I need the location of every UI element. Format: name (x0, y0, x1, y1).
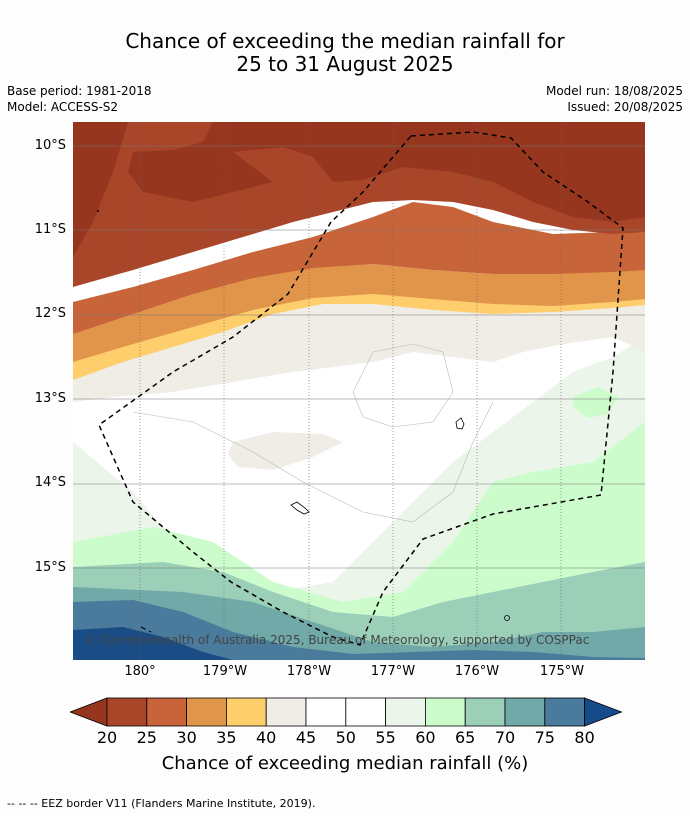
colorbar-tick-label: 50 (335, 728, 356, 747)
meta-right: Model run: 18/08/2025 Issued: 20/08/2025 (546, 83, 683, 115)
band-75-80 (73, 600, 645, 660)
forecast-map (73, 122, 645, 660)
colorbar-svg (68, 697, 623, 727)
colorbar-tick-label: 20 (96, 728, 118, 747)
lon-label-177w: 177°W (370, 664, 416, 679)
colorbar-extend-low (68, 697, 108, 727)
colorbar-label: Chance of exceeding median rainfall (%) (161, 753, 529, 774)
island-2 (290, 501, 310, 515)
colorbar-extend-high (584, 697, 623, 727)
colorbar-tick-label: 55 (375, 728, 396, 747)
colorbar-tick-label: 70 (494, 728, 516, 747)
island-3 (504, 615, 510, 621)
band-25-30 (73, 202, 645, 334)
lat-label-12s: 12°S (34, 306, 66, 321)
colorbar-tick-label: 40 (256, 728, 277, 747)
grid-parallels (73, 145, 645, 569)
colorbar-tick-label: 60 (415, 728, 436, 747)
model-run: Model run: 18/08/2025 (545, 84, 683, 98)
colorbar-bin-60-65 (424, 697, 466, 727)
colorbar-bin-35-40 (225, 697, 267, 727)
colorbar-bin-30-35 (186, 697, 227, 727)
colorbar-bin-40-45 (265, 697, 307, 727)
colorbar-tick-label: 75 (534, 728, 555, 747)
island-4 (97, 210, 99, 212)
colorbar-bin-20-25 (106, 697, 148, 727)
meta-left: Base period: 1981-2018 Model: ACCESS-S2 (7, 83, 152, 115)
lon-label-180: 180° (124, 664, 156, 679)
island-1 (455, 417, 465, 430)
chart-title: Chance of exceeding the median rainfall … (0, 30, 690, 76)
band-65-patch (573, 387, 618, 418)
colorbar-bin-25-30 (146, 697, 188, 727)
lat-label-10s: 10°S (34, 138, 66, 153)
band-below-20-west (73, 122, 128, 257)
title-line-2: 25 to 31 August 2025 (236, 52, 454, 76)
lat-label-14s: 14°S (34, 475, 66, 490)
colorbar (68, 696, 623, 728)
band-30-35 (73, 264, 645, 362)
colorbar-tick-label: 25 (136, 728, 157, 747)
eez-border (98, 131, 624, 646)
colorbar-bin-55-60 (385, 697, 426, 727)
map-svg (73, 122, 645, 660)
band-below-20 (73, 122, 645, 222)
colorbar-tick-label: 30 (176, 728, 197, 747)
issued-date: Issued: 20/08/2025 (567, 100, 683, 114)
lon-label-175w: 175°W (539, 664, 585, 679)
colorbar-bin-65-70 (464, 697, 506, 727)
lon-label-179w: 179°W (202, 664, 248, 679)
eez-footnote: -- -- -- EEZ border V11 (Flanders Marine… (7, 797, 316, 810)
lon-label-178w: 178°W (286, 664, 332, 679)
colorbar-bin-45-50 (305, 697, 347, 727)
colorbar-tick-label: 35 (216, 728, 237, 747)
model-name: Model: ACCESS-S2 (7, 100, 119, 114)
colorbar-bin-50-55 (345, 697, 386, 727)
colorbar-tick-label: 65 (455, 728, 476, 747)
copyright-text: © Commonwealth of Australia 2025, Bureau… (84, 633, 590, 647)
lat-label-15s: 15°S (34, 560, 66, 575)
colorbar-tick-label: 80 (574, 728, 595, 747)
lat-label-11s: 11°S (34, 222, 66, 237)
lat-label-13s: 13°S (34, 391, 66, 406)
colorbar-tick-label: 45 (295, 728, 317, 747)
base-period: Base period: 1981-2018 (7, 84, 152, 98)
band-40-patch (228, 432, 343, 470)
colorbar-bin-70-75 (504, 697, 546, 727)
title-line-1: Chance of exceeding the median rainfall … (125, 29, 565, 53)
lon-label-176w: 176°W (454, 664, 500, 679)
band-80-plus (73, 627, 233, 660)
colorbar-bin-75-80 (544, 697, 585, 727)
